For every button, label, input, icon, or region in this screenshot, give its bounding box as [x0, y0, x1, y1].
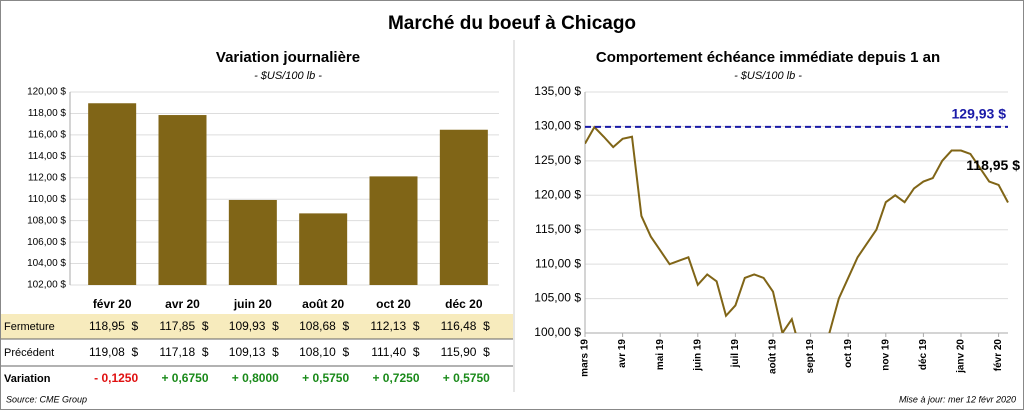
x-tick-label: mai 19: [655, 339, 666, 371]
y-tick-label: 114,00 $: [28, 151, 67, 162]
chart-title: Comportement échéance immédiate depuis 1…: [596, 49, 940, 66]
table-cell: 108,68 $: [299, 319, 349, 333]
table-cell: + 0,5750: [443, 371, 490, 385]
table-cell: + 0,8000: [232, 371, 279, 385]
bar: [299, 213, 348, 285]
table-cell: 112,13 $: [370, 319, 419, 333]
x-tick-label: déc 20: [445, 297, 483, 311]
table-cell: 118,95 $: [89, 319, 138, 333]
y-tick-label: 105,00 $: [534, 291, 581, 305]
y-tick-label: 100,00 $: [534, 325, 581, 339]
x-tick-label: mars 19: [580, 339, 591, 377]
bar: [228, 199, 277, 285]
bar: [439, 129, 488, 285]
x-tick-label: oct 19: [843, 339, 854, 368]
row-label: Fermeture: [4, 321, 55, 333]
y-tick-label: 120,00 $: [27, 87, 66, 98]
table-cell: 116,48 $: [441, 319, 490, 333]
table-cell: 108,10 $: [299, 345, 349, 359]
chart-subtitle: - $US/100 lb -: [254, 70, 322, 82]
table-cell: 111,40 $: [371, 345, 420, 359]
updated: Mise à jour: mer 12 févr 2020: [899, 394, 1016, 404]
x-tick-label: déc 19: [918, 339, 929, 371]
y-tick-label: 120,00 $: [534, 187, 581, 201]
y-tick-label: 118,00 $: [28, 108, 67, 119]
table-cell: + 0,7250: [372, 371, 419, 385]
y-tick-label: 125,00 $: [534, 153, 581, 167]
x-tick-label: janv 20: [956, 339, 967, 374]
row-label: Variation: [4, 373, 51, 385]
y-tick-label: 135,00 $: [534, 84, 581, 98]
x-tick-label: juin 20: [233, 297, 272, 311]
page-title: Marché du boeuf à Chicago: [388, 13, 636, 34]
x-tick-label: nov 19: [880, 339, 891, 371]
bar: [88, 103, 137, 285]
x-tick-label: juil 19: [730, 339, 741, 369]
y-tick-label: 115,00 $: [535, 222, 581, 236]
x-tick-label: juin 19: [692, 339, 703, 372]
y-tick-label: 106,00 $: [27, 237, 66, 248]
y-tick-label: 110,00 $: [28, 194, 67, 205]
x-tick-label: avr 20: [165, 297, 200, 311]
row-label: Précédent: [4, 347, 54, 359]
table-cell: + 0,5750: [302, 371, 349, 385]
chart-subtitle: - $US/100 lb -: [734, 70, 802, 82]
table-cell: 109,13 $: [229, 345, 279, 359]
y-tick-label: 116,00 $: [28, 130, 67, 141]
chart-title: Variation journalière: [216, 49, 360, 66]
x-tick-label: oct 20: [376, 297, 411, 311]
x-tick-label: févr 20: [93, 297, 132, 311]
y-tick-label: 104,00 $: [27, 258, 66, 269]
table-cell: 119,08 $: [89, 345, 138, 359]
table-cell: 117,85 $: [159, 319, 208, 333]
reference-label: 129,93 $: [952, 106, 1007, 122]
table-cell: 115,90 $: [441, 345, 490, 359]
price-line: [585, 125, 1009, 333]
table-cell: + 0,6750: [161, 371, 208, 385]
x-tick-label: août 19: [768, 339, 779, 374]
y-tick-label: 108,00 $: [27, 215, 66, 226]
y-tick-label: 130,00 $: [534, 119, 581, 133]
bar: [158, 115, 207, 285]
x-tick-label: sept 19: [805, 339, 816, 374]
table-cell: 109,93 $: [229, 319, 279, 333]
end-label: 118,95 $: [966, 157, 1020, 173]
table-cell: - 0,1250: [94, 371, 138, 385]
table-cell: 117,18 $: [159, 345, 208, 359]
y-tick-label: 110,00 $: [535, 256, 581, 270]
plot: [585, 125, 1009, 333]
highlight-row: [1, 314, 513, 339]
source: Source: CME Group: [6, 394, 87, 404]
y-tick-label: 102,00 $: [27, 280, 66, 291]
x-tick-label: févr 20: [993, 339, 1004, 372]
bar: [369, 176, 418, 285]
x-tick-label: avr 19: [617, 339, 628, 368]
y-tick-label: 112,00 $: [28, 172, 67, 183]
x-tick-label: août 20: [302, 297, 344, 311]
